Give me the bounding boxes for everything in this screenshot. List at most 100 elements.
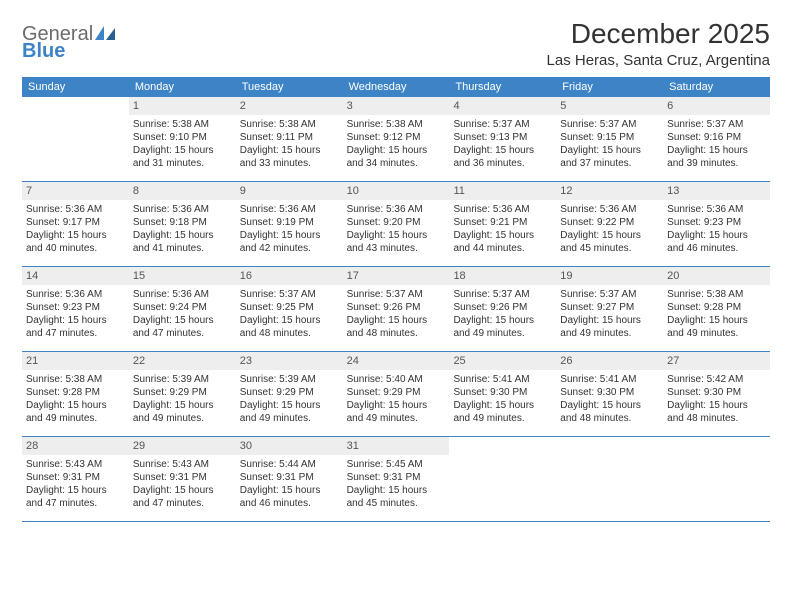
sunrise-text: Sunrise: 5:36 AM xyxy=(667,203,766,216)
sunset-text: Sunset: 9:13 PM xyxy=(453,131,552,144)
day-number: 19 xyxy=(556,267,663,285)
day-cell: 14Sunrise: 5:36 AMSunset: 9:23 PMDayligh… xyxy=(22,267,129,351)
daylight-text: Daylight: 15 hours and 49 minutes. xyxy=(560,314,659,340)
daylight-text: Daylight: 15 hours and 48 minutes. xyxy=(560,399,659,425)
sunset-text: Sunset: 9:22 PM xyxy=(560,216,659,229)
title-block: December 2025 Las Heras, Santa Cruz, Arg… xyxy=(547,18,770,69)
sunrise-text: Sunrise: 5:36 AM xyxy=(347,203,446,216)
day-number: 27 xyxy=(663,352,770,370)
day-cell: 28Sunrise: 5:43 AMSunset: 9:31 PMDayligh… xyxy=(22,437,129,521)
sunrise-text: Sunrise: 5:38 AM xyxy=(26,373,125,386)
sunset-text: Sunset: 9:30 PM xyxy=(453,386,552,399)
sunrise-text: Sunrise: 5:38 AM xyxy=(133,118,232,131)
sunset-text: Sunset: 9:27 PM xyxy=(560,301,659,314)
weekday-header: Thursday xyxy=(449,77,556,97)
day-cell: 4Sunrise: 5:37 AMSunset: 9:13 PMDaylight… xyxy=(449,97,556,181)
day-cell: 20Sunrise: 5:38 AMSunset: 9:28 PMDayligh… xyxy=(663,267,770,351)
weekday-header: Friday xyxy=(556,77,663,97)
daylight-text: Daylight: 15 hours and 49 minutes. xyxy=(667,314,766,340)
day-number: 13 xyxy=(663,182,770,200)
day-number: 8 xyxy=(129,182,236,200)
daylight-text: Daylight: 15 hours and 34 minutes. xyxy=(347,144,446,170)
day-cell: 7Sunrise: 5:36 AMSunset: 9:17 PMDaylight… xyxy=(22,182,129,266)
sunset-text: Sunset: 9:23 PM xyxy=(26,301,125,314)
sunrise-text: Sunrise: 5:43 AM xyxy=(133,458,232,471)
sunrise-text: Sunrise: 5:45 AM xyxy=(347,458,446,471)
day-number: 31 xyxy=(343,437,450,455)
day-cell: 27Sunrise: 5:42 AMSunset: 9:30 PMDayligh… xyxy=(663,352,770,436)
day-number: 17 xyxy=(343,267,450,285)
daylight-text: Daylight: 15 hours and 43 minutes. xyxy=(347,229,446,255)
daylight-text: Daylight: 15 hours and 47 minutes. xyxy=(133,314,232,340)
day-number: 26 xyxy=(556,352,663,370)
sunrise-text: Sunrise: 5:37 AM xyxy=(560,118,659,131)
day-cell: 12Sunrise: 5:36 AMSunset: 9:22 PMDayligh… xyxy=(556,182,663,266)
daylight-text: Daylight: 15 hours and 31 minutes. xyxy=(133,144,232,170)
sunrise-text: Sunrise: 5:36 AM xyxy=(26,288,125,301)
day-number: 22 xyxy=(129,352,236,370)
week-row: 21Sunrise: 5:38 AMSunset: 9:28 PMDayligh… xyxy=(22,352,770,437)
sunset-text: Sunset: 9:29 PM xyxy=(133,386,232,399)
day-cell: 2Sunrise: 5:38 AMSunset: 9:11 PMDaylight… xyxy=(236,97,343,181)
weekday-header: Monday xyxy=(129,77,236,97)
weekday-header: Wednesday xyxy=(343,77,450,97)
daylight-text: Daylight: 15 hours and 33 minutes. xyxy=(240,144,339,170)
day-cell: 22Sunrise: 5:39 AMSunset: 9:29 PMDayligh… xyxy=(129,352,236,436)
sunrise-text: Sunrise: 5:41 AM xyxy=(560,373,659,386)
weekday-header: Tuesday xyxy=(236,77,343,97)
sunset-text: Sunset: 9:30 PM xyxy=(667,386,766,399)
calendar: SundayMondayTuesdayWednesdayThursdayFrid… xyxy=(22,77,770,522)
day-cell xyxy=(22,97,129,181)
week-row: 28Sunrise: 5:43 AMSunset: 9:31 PMDayligh… xyxy=(22,437,770,522)
sunset-text: Sunset: 9:26 PM xyxy=(453,301,552,314)
week-row: 14Sunrise: 5:36 AMSunset: 9:23 PMDayligh… xyxy=(22,267,770,352)
sunset-text: Sunset: 9:19 PM xyxy=(240,216,339,229)
sunrise-text: Sunrise: 5:37 AM xyxy=(347,288,446,301)
day-number: 14 xyxy=(22,267,129,285)
day-cell: 15Sunrise: 5:36 AMSunset: 9:24 PMDayligh… xyxy=(129,267,236,351)
daylight-text: Daylight: 15 hours and 40 minutes. xyxy=(26,229,125,255)
day-number: 6 xyxy=(663,97,770,115)
sunrise-text: Sunrise: 5:38 AM xyxy=(667,288,766,301)
sunrise-text: Sunrise: 5:44 AM xyxy=(240,458,339,471)
day-number: 24 xyxy=(343,352,450,370)
sunrise-text: Sunrise: 5:38 AM xyxy=(240,118,339,131)
daylight-text: Daylight: 15 hours and 49 minutes. xyxy=(453,399,552,425)
day-number: 10 xyxy=(343,182,450,200)
day-number: 21 xyxy=(22,352,129,370)
day-cell: 6Sunrise: 5:37 AMSunset: 9:16 PMDaylight… xyxy=(663,97,770,181)
day-number: 7 xyxy=(22,182,129,200)
day-cell: 11Sunrise: 5:36 AMSunset: 9:21 PMDayligh… xyxy=(449,182,556,266)
location-text: Las Heras, Santa Cruz, Argentina xyxy=(547,52,770,69)
sunset-text: Sunset: 9:18 PM xyxy=(133,216,232,229)
sunrise-text: Sunrise: 5:37 AM xyxy=(453,288,552,301)
day-number: 12 xyxy=(556,182,663,200)
day-cell: 24Sunrise: 5:40 AMSunset: 9:29 PMDayligh… xyxy=(343,352,450,436)
day-number: 1 xyxy=(129,97,236,115)
sunset-text: Sunset: 9:31 PM xyxy=(240,471,339,484)
day-cell: 29Sunrise: 5:43 AMSunset: 9:31 PMDayligh… xyxy=(129,437,236,521)
sunrise-text: Sunrise: 5:39 AM xyxy=(240,373,339,386)
sunrise-text: Sunrise: 5:36 AM xyxy=(133,203,232,216)
day-cell: 30Sunrise: 5:44 AMSunset: 9:31 PMDayligh… xyxy=(236,437,343,521)
sunset-text: Sunset: 9:10 PM xyxy=(133,131,232,144)
sunset-text: Sunset: 9:28 PM xyxy=(26,386,125,399)
logo-sail-icon xyxy=(95,27,117,44)
week-row: 7Sunrise: 5:36 AMSunset: 9:17 PMDaylight… xyxy=(22,182,770,267)
sunrise-text: Sunrise: 5:36 AM xyxy=(560,203,659,216)
day-cell xyxy=(663,437,770,521)
sunrise-text: Sunrise: 5:36 AM xyxy=(133,288,232,301)
logo: General Blue xyxy=(22,24,117,61)
day-cell: 9Sunrise: 5:36 AMSunset: 9:19 PMDaylight… xyxy=(236,182,343,266)
day-number: 28 xyxy=(22,437,129,455)
daylight-text: Daylight: 15 hours and 49 minutes. xyxy=(26,399,125,425)
sunset-text: Sunset: 9:15 PM xyxy=(560,131,659,144)
day-number: 25 xyxy=(449,352,556,370)
day-number: 5 xyxy=(556,97,663,115)
weekday-header: Saturday xyxy=(663,77,770,97)
day-number: 18 xyxy=(449,267,556,285)
sunset-text: Sunset: 9:17 PM xyxy=(26,216,125,229)
sunset-text: Sunset: 9:29 PM xyxy=(347,386,446,399)
day-number: 3 xyxy=(343,97,450,115)
daylight-text: Daylight: 15 hours and 42 minutes. xyxy=(240,229,339,255)
